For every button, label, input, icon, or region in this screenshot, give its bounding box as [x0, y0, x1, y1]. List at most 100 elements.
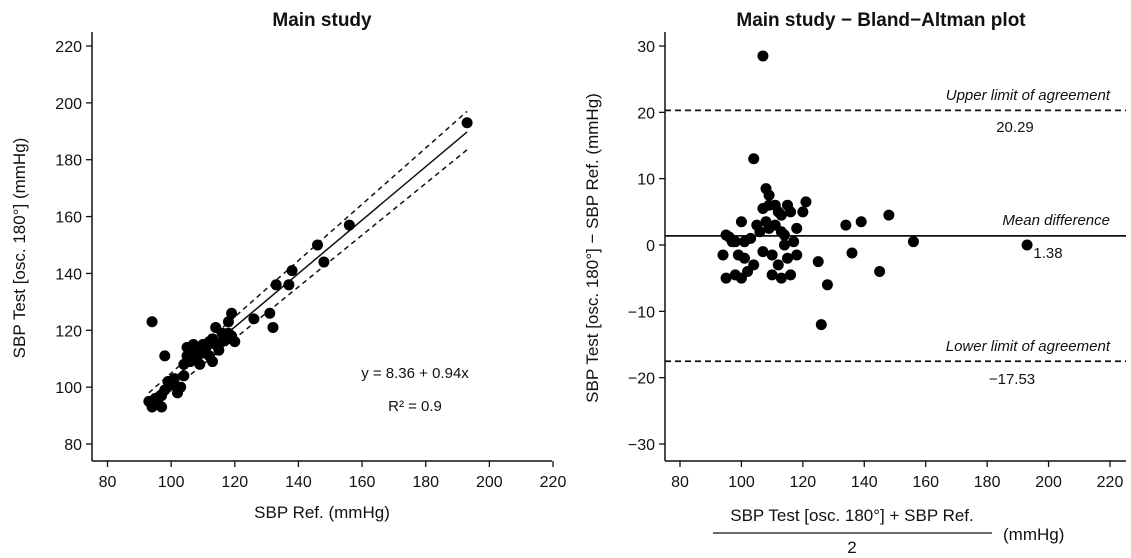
data-point — [178, 370, 190, 382]
data-point — [739, 252, 750, 264]
data-point — [720, 272, 732, 284]
data-point — [846, 247, 858, 259]
data-points — [717, 50, 1033, 331]
x-tick-label: 160 — [349, 474, 376, 491]
data-point — [168, 373, 180, 385]
data-point — [812, 256, 824, 268]
x-tick-label: 160 — [912, 474, 939, 491]
mean-difference-label: Mean difference — [1002, 212, 1110, 229]
upper-loa-value: 20.29 — [996, 119, 1034, 136]
data-point — [1021, 239, 1033, 251]
data-point — [791, 249, 803, 261]
data-point — [318, 256, 330, 268]
lower-loa-value: −17.53 — [989, 371, 1035, 388]
y-tick-label: 160 — [55, 210, 82, 227]
x-tick-label: 220 — [540, 474, 567, 491]
data-point — [717, 249, 729, 261]
data-point — [270, 279, 282, 291]
data-point — [757, 50, 769, 62]
data-point — [226, 307, 238, 319]
y-tick-label: 10 — [637, 172, 655, 189]
data-point — [213, 344, 225, 356]
x-axis-label-unit: (mmHg) — [1003, 525, 1064, 544]
mean-difference-value: 1.38 — [1033, 245, 1062, 262]
x-axis-label: SBP Ref. (mmHg) — [254, 503, 390, 522]
chart-title: Main study − Bland−Altman plot — [736, 10, 1026, 31]
x-axis-ticks: 80 100 120 140 160 180 200 220 — [671, 461, 1123, 491]
x-axis-label-denominator: 2 — [847, 538, 856, 557]
data-point — [772, 259, 784, 271]
y-axis-label: SBP Test [osc. 180°] − SBP Ref. (mmHg) — [583, 93, 602, 403]
data-point — [874, 266, 886, 278]
data-point — [855, 216, 867, 228]
data-point — [267, 321, 279, 333]
data-point — [159, 350, 171, 362]
data-point — [797, 206, 809, 218]
data-point — [248, 313, 260, 325]
y-tick-label: −20 — [628, 371, 655, 388]
data-point — [883, 209, 895, 221]
data-point — [156, 401, 168, 413]
data-point — [461, 117, 473, 129]
data-point — [778, 239, 790, 251]
data-point — [207, 356, 219, 368]
data-point — [907, 236, 919, 248]
data-points — [143, 117, 473, 413]
data-point — [763, 189, 775, 201]
y-tick-label: 0 — [646, 238, 655, 255]
y-tick-label: 80 — [64, 437, 82, 454]
chart-title: Main study — [272, 10, 372, 31]
r-squared-text: R² = 0.9 — [388, 398, 442, 415]
x-tick-label: 100 — [728, 474, 755, 491]
data-point — [194, 358, 206, 370]
data-point — [286, 265, 298, 277]
y-axis-ticks: 80 100 120 140 160 180 200 220 — [55, 39, 92, 454]
data-point — [766, 249, 778, 261]
data-point — [222, 316, 234, 328]
upper-loa-label: Upper limit of agreement — [946, 87, 1111, 104]
x-tick-label: 140 — [851, 474, 878, 491]
data-point — [283, 279, 295, 291]
y-tick-label: 30 — [637, 39, 655, 56]
scatter-chart-main-study: Main study 80 100 120 140 160 180 200 220 80 100… — [10, 10, 566, 522]
x-tick-label: 120 — [221, 474, 248, 491]
y-tick-label: −30 — [628, 437, 655, 454]
x-tick-label: 80 — [671, 474, 689, 491]
y-tick-label: 220 — [55, 39, 82, 56]
y-tick-label: 200 — [55, 96, 82, 113]
data-point — [146, 316, 158, 328]
y-tick-label: 140 — [55, 266, 82, 283]
data-point — [766, 269, 778, 281]
bland-altman-chart: Main study − Bland−Altman plot 80 100 120 1… — [583, 10, 1126, 557]
x-axis-ticks: 80 100 120 140 160 180 200 220 — [99, 461, 567, 491]
data-point — [229, 336, 241, 348]
data-point — [735, 216, 747, 228]
x-tick-label: 180 — [974, 474, 1001, 491]
lower-loa-label: Lower limit of agreement — [946, 338, 1111, 355]
x-tick-label: 140 — [285, 474, 312, 491]
y-axis-label: SBP Test [osc. 180°] (mmHg) — [10, 138, 29, 359]
x-tick-label: 200 — [1035, 474, 1062, 491]
data-point — [775, 209, 787, 221]
x-tick-label: 180 — [412, 474, 439, 491]
agreement-lines — [665, 109, 1126, 363]
data-point — [748, 259, 760, 271]
data-point — [785, 269, 797, 281]
x-tick-label: 80 — [99, 474, 117, 491]
data-point — [312, 239, 324, 251]
y-axis-ticks: −30 −20 −10 0 10 20 30 — [628, 39, 665, 454]
y-tick-label: 100 — [55, 380, 82, 397]
data-point — [748, 153, 760, 165]
data-point — [175, 381, 187, 393]
data-point — [791, 222, 803, 234]
data-point — [788, 236, 800, 248]
data-point — [800, 196, 812, 208]
data-point — [821, 279, 833, 291]
data-point — [729, 236, 741, 248]
y-tick-label: 20 — [637, 105, 655, 122]
data-point — [754, 226, 766, 238]
data-point — [815, 319, 827, 331]
data-point — [785, 206, 797, 218]
regression-equation: y = 8.36 + 0.94x — [361, 365, 469, 382]
